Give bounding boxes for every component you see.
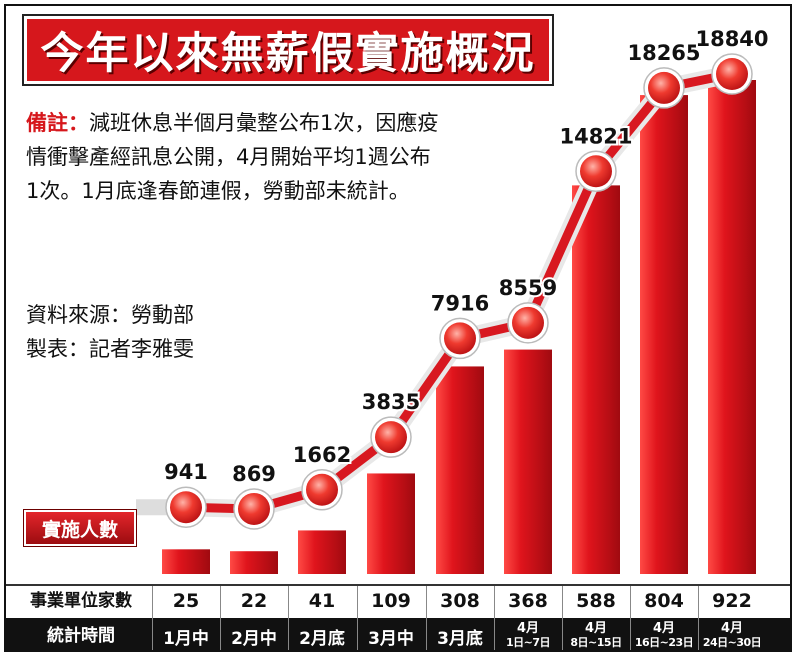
period-line1: 3月中 [368, 628, 414, 649]
column-separator [494, 586, 495, 650]
period-line1: 4月 [652, 621, 676, 636]
companies-cell-8: 804 [644, 590, 684, 612]
period-line2: 8日~15日 [570, 636, 622, 649]
period-cell-5: 3月底 [426, 618, 494, 650]
bar-6 [504, 349, 552, 574]
period-cell-7: 4月 8日~15日 [562, 618, 630, 650]
note-text: 減班休息半個月彙整公布1次，因應疫情衝擊產經訊息公開，4月開始平均1週公布1次。… [26, 111, 439, 203]
bar-2 [230, 551, 278, 574]
column-separator [220, 586, 221, 650]
column-separator [562, 586, 563, 650]
period-line1: 2月中 [231, 628, 277, 649]
note-block: 備註：減班休息半個月彙整公布1次，因應疫情衝擊產經訊息公開，4月開始平均1週公布… [26, 106, 441, 208]
bar-9 [708, 80, 756, 574]
column-separator [698, 586, 699, 650]
column-separator [426, 586, 427, 650]
period-line2: 1日~7日 [505, 636, 551, 649]
data-label-9: 18840 [695, 27, 768, 51]
period-cell-3: 2月底 [288, 618, 356, 650]
period-line2: 16日~23日 [634, 636, 694, 649]
point-9 [716, 58, 748, 90]
bar-4 [367, 473, 415, 574]
series-legend-label: 實施人數 [41, 518, 118, 541]
table-top-rule [6, 584, 790, 586]
period-line1: 1月中 [163, 628, 209, 649]
column-separator [152, 586, 153, 650]
data-label-2: 869 [232, 462, 276, 486]
period-line2: 24日~30日 [702, 636, 762, 649]
data-label-5: 7916 [431, 291, 489, 315]
companies-cell-3: 41 [308, 590, 336, 612]
period-line1: 4月 [720, 621, 744, 636]
data-label-6: 8559 [499, 276, 557, 300]
point-8 [648, 71, 680, 104]
companies-cell-1: 25 [172, 590, 200, 612]
bar-1 [162, 549, 210, 574]
companies-cell-7: 588 [576, 590, 616, 612]
note-label: 備註： [26, 111, 89, 135]
period-line1: 2月底 [299, 628, 345, 649]
data-label-8: 18265 [627, 41, 700, 65]
period-cell-6: 4月 1日~7日 [494, 618, 562, 650]
point-2 [238, 492, 270, 525]
data-label-4: 3835 [362, 390, 420, 414]
bar-7 [572, 185, 620, 575]
column-separator [630, 586, 631, 650]
column-separator [288, 586, 289, 650]
point-5 [444, 322, 476, 355]
companies-cell-5: 308 [440, 590, 480, 612]
period-cell-4: 3月中 [357, 618, 425, 650]
companies-row-header: 事業單位家數 [30, 591, 132, 611]
point-1 [170, 491, 202, 524]
period-cell-2: 2月中 [220, 618, 288, 650]
point-4 [375, 421, 407, 454]
data-label-7: 14821 [559, 124, 632, 148]
chart-title: 今年以來無薪假實施概況 [40, 29, 536, 79]
period-line1: 4月 [516, 621, 540, 636]
period-row-header: 統計時間 [47, 626, 115, 646]
companies-cell-6: 368 [508, 590, 548, 612]
period-cell-1: 1月中 [152, 618, 220, 650]
bar-5 [436, 366, 484, 574]
period-cell-8: 4月 16日~23日 [630, 618, 698, 650]
source-line: 資料來源：勞動部 [26, 303, 194, 327]
point-3 [306, 473, 338, 506]
bar-3 [298, 530, 346, 574]
companies-cell-2: 22 [240, 590, 268, 612]
infographic-frame: 今年以來無薪假實施概況 備註：減班休息半個月彙整公布1次，因應疫情衝擊產經訊息公… [4, 4, 792, 652]
data-label-1: 941 [164, 460, 208, 484]
period-cell-9: 4月 24日~30日 [698, 618, 766, 650]
title-banner: 今年以來無薪假實施概況 [22, 14, 554, 86]
column-separator [357, 586, 358, 650]
companies-cell-4: 109 [371, 590, 411, 612]
period-row-background [6, 618, 790, 650]
data-label-3: 1662 [293, 443, 351, 467]
point-6 [512, 306, 544, 339]
point-7 [580, 155, 612, 188]
series-legend-box: 實施人數 [23, 509, 137, 547]
period-line1: 3月底 [437, 628, 483, 649]
bar-8 [640, 95, 688, 574]
companies-cell-9: 922 [712, 590, 752, 612]
author-line: 製表：記者李雅雯 [26, 337, 194, 361]
source-block: 資料來源：勞動部 製表：記者李雅雯 [26, 298, 194, 366]
period-line1: 4月 [584, 621, 608, 636]
